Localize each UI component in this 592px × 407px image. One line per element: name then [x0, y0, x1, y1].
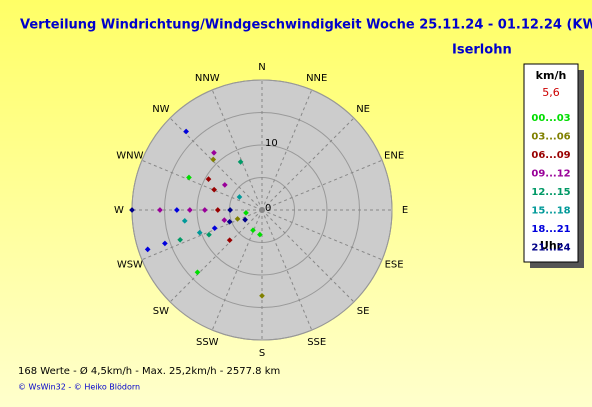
- data-point: [194, 269, 201, 276]
- legend-entry: 21...24: [531, 243, 570, 254]
- legend-box: [523, 63, 579, 263]
- direction-label: WSW: [117, 260, 143, 271]
- legend-unit: km/h: [536, 69, 567, 82]
- direction-label: W: [114, 205, 124, 216]
- direction-label: SSW: [196, 337, 219, 348]
- data-point: [211, 186, 217, 193]
- spoke: [141, 159, 263, 211]
- data-point: [162, 240, 168, 247]
- direction-label: ENE: [384, 150, 404, 161]
- data-point: [236, 194, 243, 200]
- direction-label: N: [258, 62, 265, 73]
- data-point: [226, 237, 233, 243]
- spoke: [261, 89, 313, 211]
- data-point: [205, 176, 212, 182]
- direction-label: WNW: [116, 150, 143, 161]
- data-point: [129, 207, 135, 213]
- spoke: [211, 209, 263, 331]
- data-point: [226, 218, 233, 225]
- legend-entry: 00...03: [531, 113, 570, 124]
- data-point: [211, 149, 217, 156]
- data-point: [242, 216, 248, 223]
- legend-value: 5,6: [542, 86, 560, 99]
- data-point: [214, 207, 221, 213]
- legend-entry: 03...06: [531, 132, 570, 143]
- data-point: [227, 207, 233, 213]
- data-point: [144, 246, 151, 253]
- credits: © WsWin32 - © Heiko Blödorn: [18, 383, 140, 392]
- data-point: [243, 209, 249, 216]
- data-point: [174, 207, 180, 213]
- direction-label: SE: [357, 306, 370, 317]
- spoke: [261, 209, 383, 261]
- direction-label: NW: [152, 104, 169, 115]
- spoke: [169, 209, 263, 303]
- legend-entry: 12...15: [531, 187, 570, 198]
- direction-label: E: [402, 205, 408, 216]
- chart-title: Verteilung Windrichtung/Windgeschwindigk…: [20, 18, 592, 33]
- r-tick-label: 0: [265, 203, 271, 214]
- direction-label: NE: [356, 104, 370, 115]
- data-point: [210, 156, 217, 163]
- direction-label: NNE: [306, 73, 327, 84]
- data-point: [196, 229, 203, 236]
- data-point: [157, 207, 163, 213]
- data-point: [221, 182, 228, 188]
- grid-ring: [196, 144, 328, 276]
- spoke: [261, 159, 383, 211]
- direction-label: NNW: [195, 73, 220, 84]
- spoke: [141, 209, 263, 261]
- direction-label: S: [259, 348, 265, 359]
- data-point: [187, 207, 193, 213]
- r-tick-label: 10: [265, 138, 278, 149]
- chart-subtitle: Iserlohn: [452, 43, 512, 58]
- spoke: [261, 209, 313, 331]
- legend-entry: 06...09: [531, 150, 570, 161]
- data-point: [234, 216, 241, 222]
- spoke: [261, 209, 355, 303]
- stats: 168 Werte - Ø 4,5km/h - Max. 25,2km/h - …: [18, 365, 280, 377]
- spoke: [261, 117, 355, 211]
- direction-label: SW: [153, 306, 169, 317]
- data-point: [206, 231, 212, 238]
- legend-entry: 15...18: [531, 206, 570, 217]
- legend-footer: Uhr: [540, 239, 563, 252]
- direction-label: SSE: [307, 337, 326, 348]
- data-point: [221, 217, 228, 223]
- data-point: [237, 159, 244, 165]
- data-point: [250, 227, 256, 234]
- legend-entry: 09...12: [531, 169, 570, 180]
- direction-label: ESE: [385, 260, 404, 271]
- data-point: [259, 292, 265, 299]
- legend-entry: 18...21: [531, 224, 570, 235]
- data-point: [183, 128, 189, 135]
- data-point: [257, 231, 263, 238]
- spoke: [211, 89, 263, 211]
- data-point: [177, 236, 183, 243]
- data-point: [211, 225, 218, 231]
- data-point: [181, 218, 188, 224]
- data-point: [186, 174, 192, 181]
- data-point: [201, 207, 208, 213]
